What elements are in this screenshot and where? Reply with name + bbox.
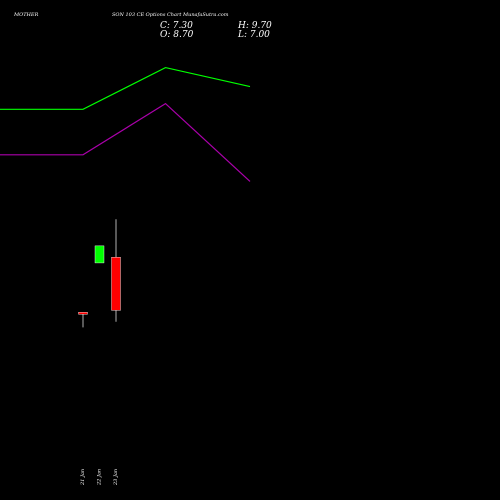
candle-body [78,312,88,315]
low-value: L: 7.00 [237,30,270,40]
moving-average-lines [0,66,251,182]
symbol-label: MOTHER [13,12,39,18]
x-tick-label: 22 Jan [97,469,103,486]
series-line-2 [0,102,251,182]
chart-subtitle: SON 103 CE Options Chart MunafaSutra.com [112,12,229,18]
open-value: O: 8.70 [160,30,194,40]
candle-23-jan [111,219,121,322]
candle-21-jan [78,312,88,328]
chart-header: MOTHER SON 103 CE Options Chart MunafaSu… [13,12,272,40]
candles-group [78,219,121,328]
series-line-1 [0,66,251,110]
candle-22-jan [94,245,105,264]
x-tick-label: 23 Jan [113,469,119,486]
high-value: H: 9.70 [237,21,272,31]
close-value: C: 7.30 [160,21,193,31]
candle-body [111,257,121,311]
x-axis-ticks: 21 Jan 22 Jan 23 Jan [80,469,119,486]
candle-body [94,245,105,264]
x-tick-label: 21 Jan [80,469,86,486]
